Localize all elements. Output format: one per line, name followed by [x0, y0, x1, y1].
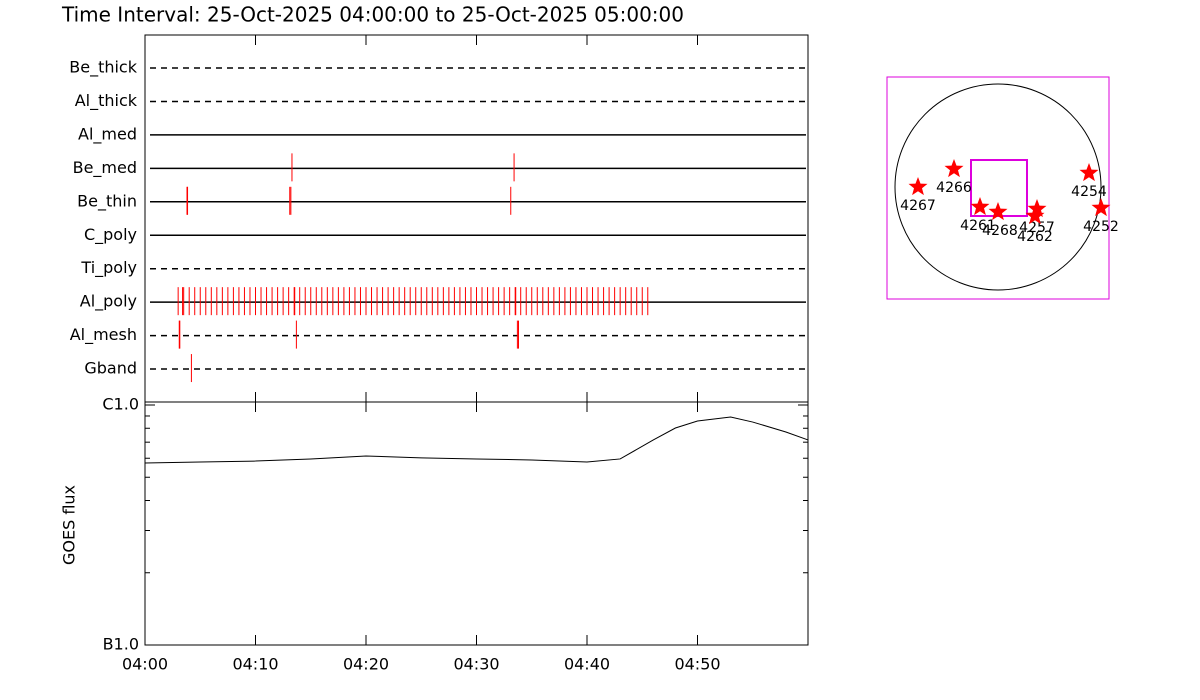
y-tick-label: B1.0: [103, 635, 139, 654]
row-label: Gband: [84, 359, 137, 378]
x-tick-label: 04:20: [343, 655, 389, 674]
x-tick-label: 04:50: [674, 655, 720, 674]
goes-frame: [144, 401, 809, 646]
y-tick-label: C1.0: [102, 395, 139, 414]
region-star: [1025, 206, 1045, 225]
row-label: C_poly: [84, 225, 137, 245]
region-star: [944, 159, 964, 178]
region-label: 4267: [900, 198, 936, 214]
x-tick-label: 04:10: [232, 655, 278, 674]
timeline-frame: [144, 34, 809, 403]
row-label: Be_med: [73, 158, 137, 178]
row-label: Al_thick: [75, 91, 138, 111]
x-tick-label: 04:30: [453, 655, 499, 674]
region-star: [1079, 163, 1099, 182]
row-label: Be_thin: [77, 191, 137, 211]
region-label: 4261: [960, 218, 996, 234]
x-tick-label: 04:40: [564, 655, 610, 674]
region-star: [908, 177, 928, 196]
region-star: [970, 197, 990, 216]
row-label: Be_thick: [69, 58, 137, 78]
region-label: 4266: [936, 180, 972, 196]
region-label: 4257: [1019, 220, 1055, 236]
region-label: 4262: [1017, 229, 1053, 245]
y-axis-label: GOES flux: [60, 485, 79, 565]
x-tick-label: 04:00: [122, 655, 168, 674]
region-star: [988, 202, 1008, 221]
map-frame: [886, 76, 1110, 300]
title: Time Interval: 25-Oct-2025 04:00:00 to 2…: [61, 3, 684, 27]
solar-disk: [894, 83, 1102, 291]
region-label: 4268: [982, 223, 1018, 239]
goes-curve: [144, 416, 809, 464]
row-label: Al_mesh: [70, 325, 137, 345]
region-label: 4252: [1083, 219, 1119, 235]
region-label: 4254: [1071, 184, 1107, 200]
row-label: Ti_poly: [80, 258, 137, 278]
region-star: [1091, 198, 1111, 217]
region-star: [1027, 199, 1047, 218]
row-label: Al_poly: [80, 292, 137, 312]
row-label: Al_med: [78, 124, 137, 144]
